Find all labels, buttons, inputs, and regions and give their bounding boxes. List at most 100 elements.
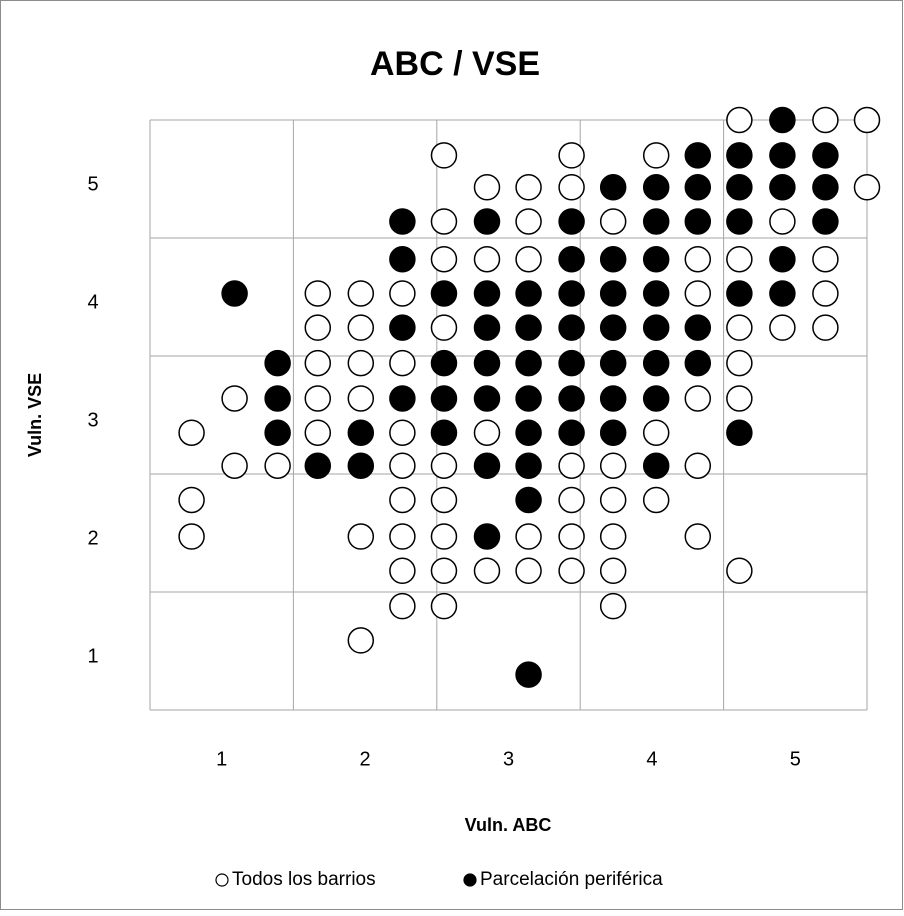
x-tick-label: 5	[790, 748, 801, 770]
point	[178, 419, 205, 446]
point	[726, 245, 753, 273]
point	[558, 174, 585, 201]
point	[304, 280, 332, 307]
point	[812, 106, 839, 134]
point	[473, 208, 501, 235]
point	[178, 523, 205, 550]
point	[558, 314, 585, 341]
point	[812, 208, 839, 235]
point	[389, 208, 416, 235]
point	[473, 523, 501, 550]
point	[515, 486, 542, 514]
point	[642, 452, 670, 479]
point	[304, 385, 332, 412]
point	[726, 419, 753, 446]
point	[599, 349, 627, 377]
point	[684, 314, 712, 341]
point	[558, 245, 585, 273]
point	[430, 592, 458, 620]
point	[515, 174, 542, 201]
point	[684, 142, 712, 169]
point	[853, 106, 881, 134]
point	[642, 142, 670, 169]
x-tick-label: 1	[216, 748, 227, 770]
point	[812, 245, 839, 273]
point	[726, 349, 753, 377]
point	[430, 314, 458, 341]
point	[264, 385, 291, 412]
point	[599, 592, 627, 620]
point	[599, 174, 627, 201]
point	[769, 314, 796, 341]
point	[221, 452, 248, 479]
point	[264, 452, 291, 479]
point	[642, 208, 670, 235]
point	[304, 349, 332, 377]
point	[347, 627, 375, 654]
point	[769, 142, 796, 169]
point	[558, 208, 585, 235]
point	[599, 452, 627, 479]
x-tick-label: 2	[360, 748, 371, 770]
point	[515, 280, 542, 307]
point	[642, 419, 670, 446]
legend-label: Parcelación periférica	[480, 869, 663, 890]
point	[515, 419, 542, 446]
point	[769, 106, 796, 134]
chart-title: ABC / VSE	[370, 45, 540, 83]
point	[515, 349, 542, 377]
point	[642, 280, 670, 307]
point	[726, 174, 753, 201]
legend-marker	[215, 873, 229, 887]
point	[558, 419, 585, 446]
point	[473, 419, 501, 446]
point	[558, 557, 585, 585]
point	[473, 174, 501, 201]
point	[769, 280, 796, 307]
point	[558, 349, 585, 377]
point	[599, 419, 627, 446]
point	[473, 385, 501, 412]
x-tick-label: 4	[646, 748, 657, 770]
point	[684, 245, 712, 273]
point	[430, 385, 458, 412]
point	[726, 385, 753, 412]
point	[642, 314, 670, 341]
point	[389, 523, 416, 550]
point	[430, 280, 458, 307]
point	[769, 245, 796, 273]
point	[430, 349, 458, 377]
point	[642, 486, 670, 514]
y-tick-label: 2	[87, 527, 98, 549]
point	[430, 452, 458, 479]
point	[389, 452, 416, 479]
y-axis-label: Vuln. VSE	[25, 373, 45, 457]
point	[389, 592, 416, 620]
point	[726, 280, 753, 307]
point	[599, 557, 627, 585]
point	[304, 314, 332, 341]
y-tick-label: 4	[87, 291, 98, 313]
point	[389, 314, 416, 341]
point	[304, 419, 332, 446]
point	[769, 174, 796, 201]
point	[599, 523, 627, 550]
point	[430, 208, 458, 235]
point	[473, 349, 501, 377]
point	[347, 523, 375, 550]
point	[389, 349, 416, 377]
point	[264, 419, 291, 446]
point	[515, 523, 542, 550]
point	[389, 245, 416, 273]
point	[304, 452, 332, 479]
point	[812, 142, 839, 169]
point	[599, 385, 627, 412]
point	[515, 245, 542, 273]
y-tick-label: 1	[87, 645, 98, 667]
point	[642, 385, 670, 412]
point	[558, 385, 585, 412]
point	[221, 385, 248, 412]
point	[684, 280, 712, 307]
point	[389, 385, 416, 412]
point	[684, 349, 712, 377]
